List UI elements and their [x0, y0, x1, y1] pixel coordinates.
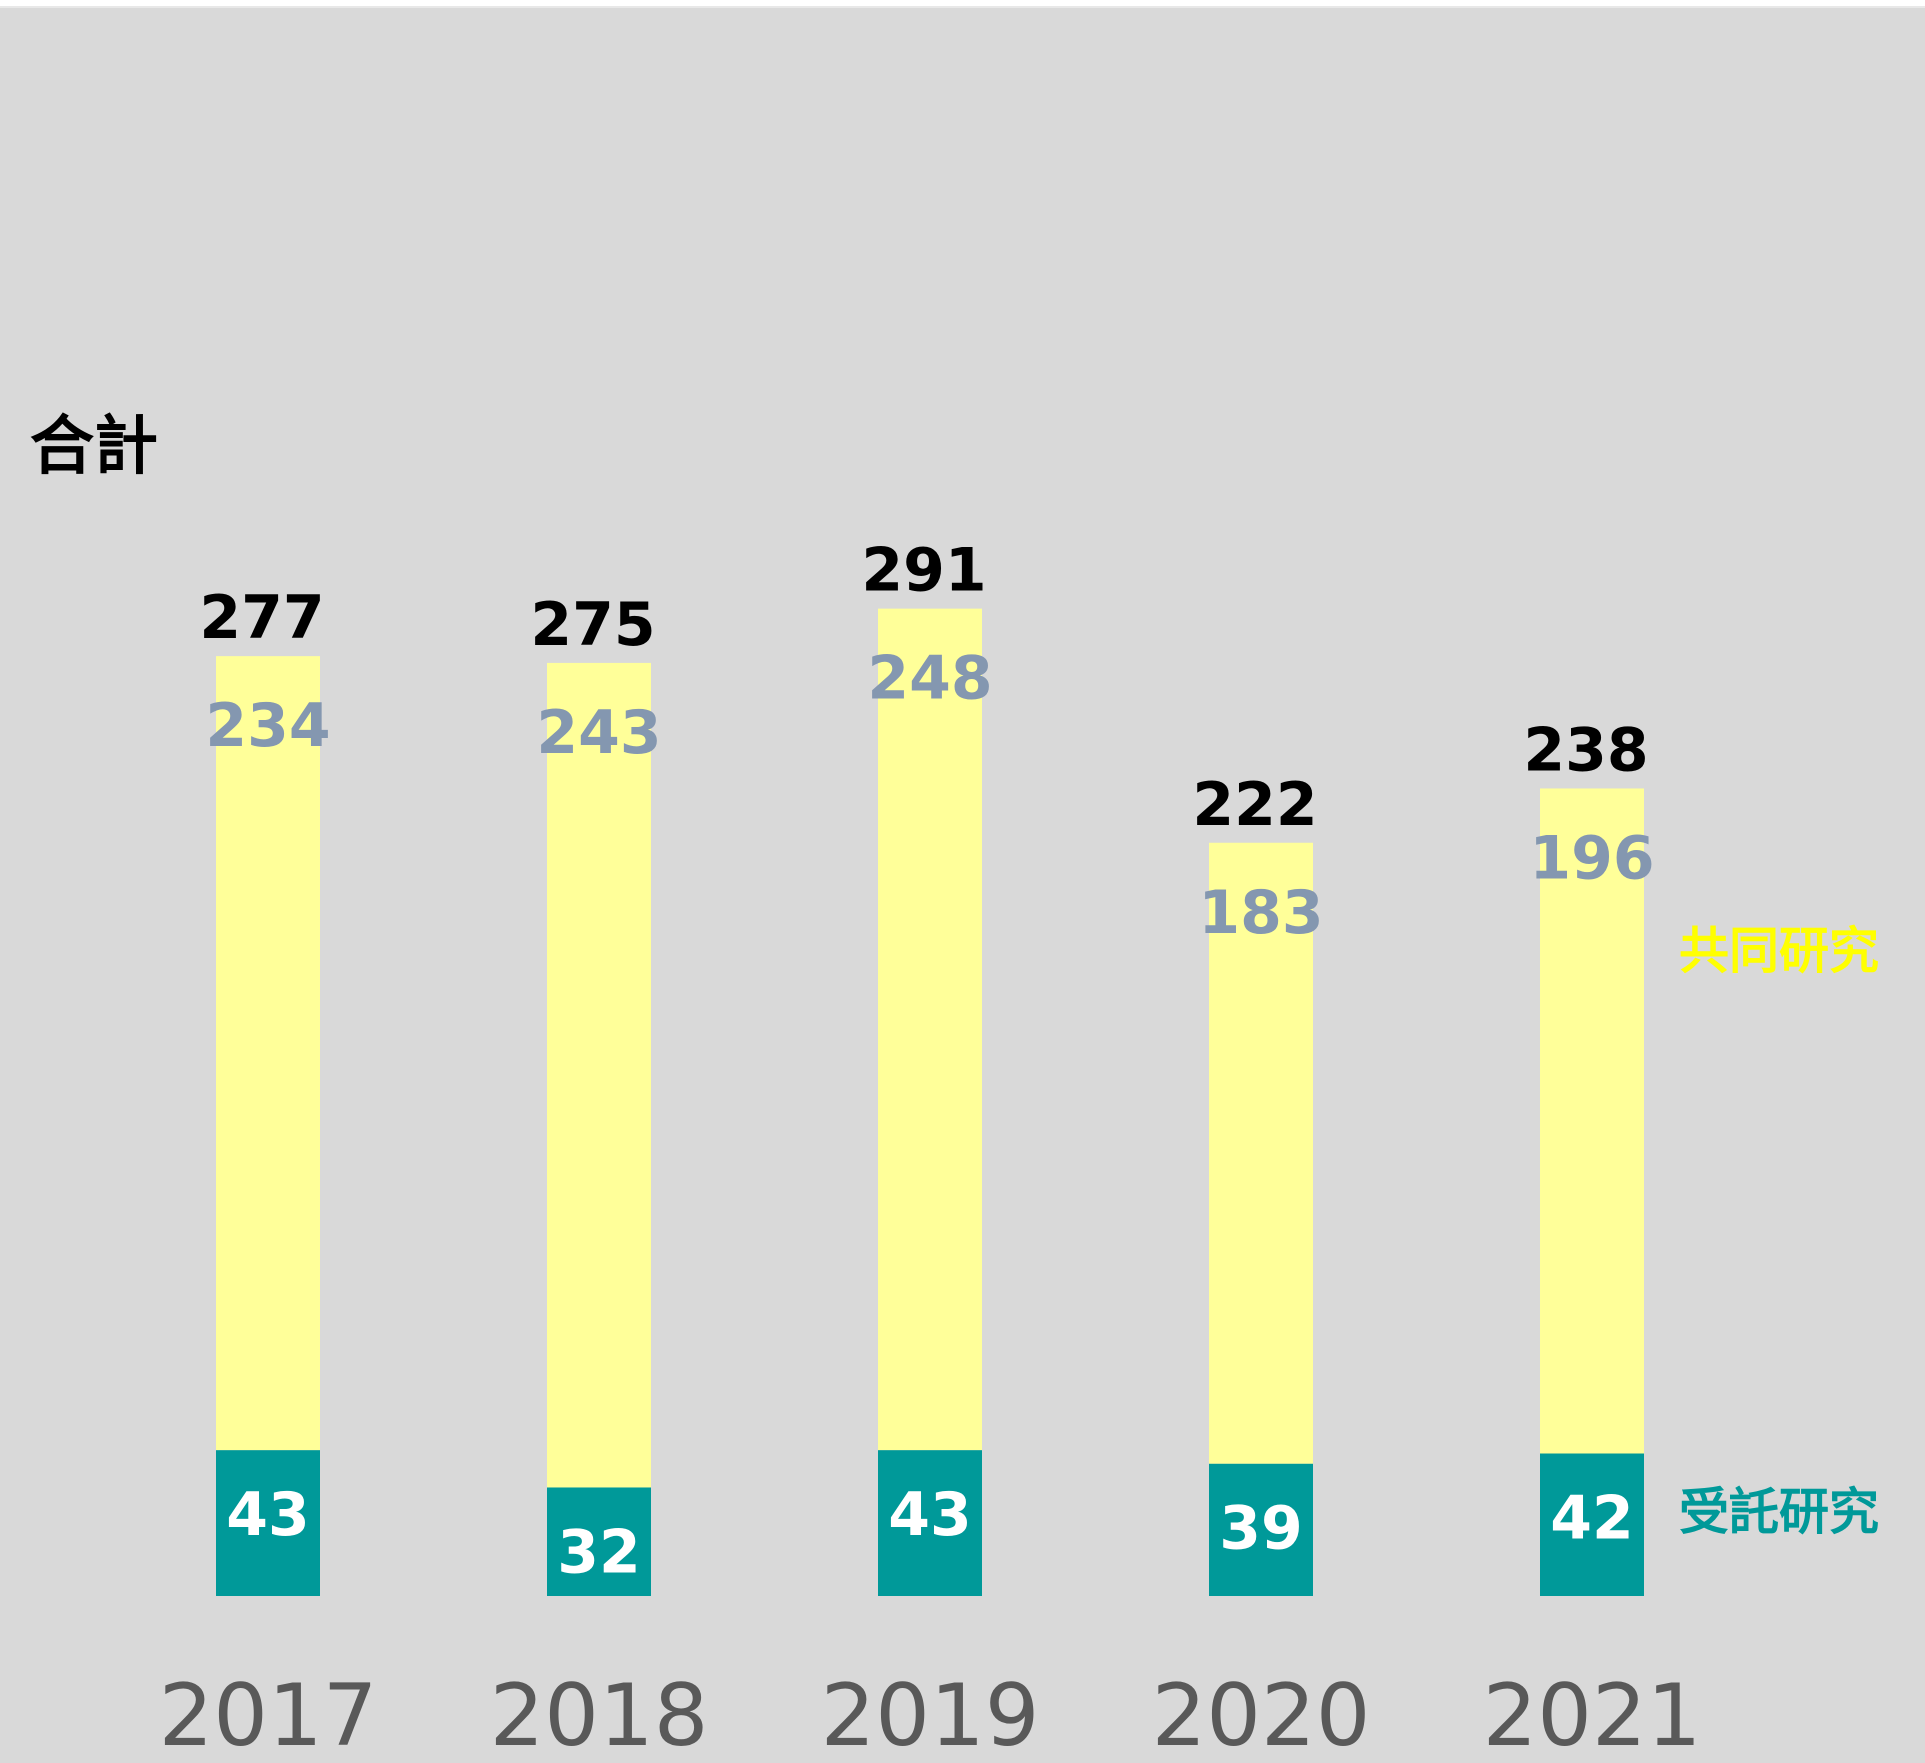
x-tick-label-2019: 2019: [821, 1666, 1040, 1763]
bar-contract-2018: [547, 1487, 651, 1596]
x-tick-label-2018: 2018: [490, 1666, 709, 1763]
value-label-contract-2021: 42: [1550, 1483, 1634, 1553]
value-label-contract-2018: 32: [557, 1517, 641, 1587]
value-label-contract-2020: 39: [1219, 1494, 1303, 1564]
value-label-joint-2021: 196: [1529, 823, 1654, 893]
x-tick-label-2020: 2020: [1152, 1666, 1371, 1763]
x-tick-label-2017: 2017: [159, 1666, 378, 1763]
series-name-contract: 受託研究: [1679, 1483, 1879, 1541]
bar-contract-2017: [216, 1450, 320, 1596]
value-label-contract-2017: 43: [226, 1480, 310, 1550]
bars-group: [216, 608, 1644, 1596]
x-tick-label-2021: 2021: [1483, 1666, 1702, 1763]
bar-joint-2021: [1540, 788, 1644, 1454]
value-label-total-2021: 238: [1523, 715, 1648, 785]
bar-joint-2018: [547, 662, 651, 1488]
value-label-total-2018: 275: [530, 590, 655, 660]
bar-contract-2020: [1209, 1463, 1313, 1596]
labels-group: 43 234 277 2017 32 243 275 2018 43 248 291 2019 39 18…: [159, 536, 1879, 1763]
bar-contract-2021: [1540, 1453, 1644, 1596]
value-label-joint-2018: 243: [536, 698, 661, 768]
value-label-joint-2020: 183: [1198, 878, 1323, 948]
value-label-total-2017: 277: [199, 583, 324, 653]
value-label-contract-2019: 43: [888, 1480, 972, 1550]
bar-contract-2019: [878, 1450, 982, 1596]
series-name-joint: 共同研究: [1679, 922, 1879, 980]
value-label-joint-2017: 234: [205, 691, 330, 761]
value-label-total-2019: 291: [861, 536, 986, 606]
bar-joint-2019: [878, 608, 982, 1451]
bar-joint-2017: [216, 656, 320, 1451]
value-label-joint-2019: 248: [867, 644, 992, 714]
bar-joint-2020: [1209, 842, 1313, 1464]
value-label-total-2020: 222: [1192, 770, 1317, 840]
totals-title: 合計: [30, 410, 158, 484]
